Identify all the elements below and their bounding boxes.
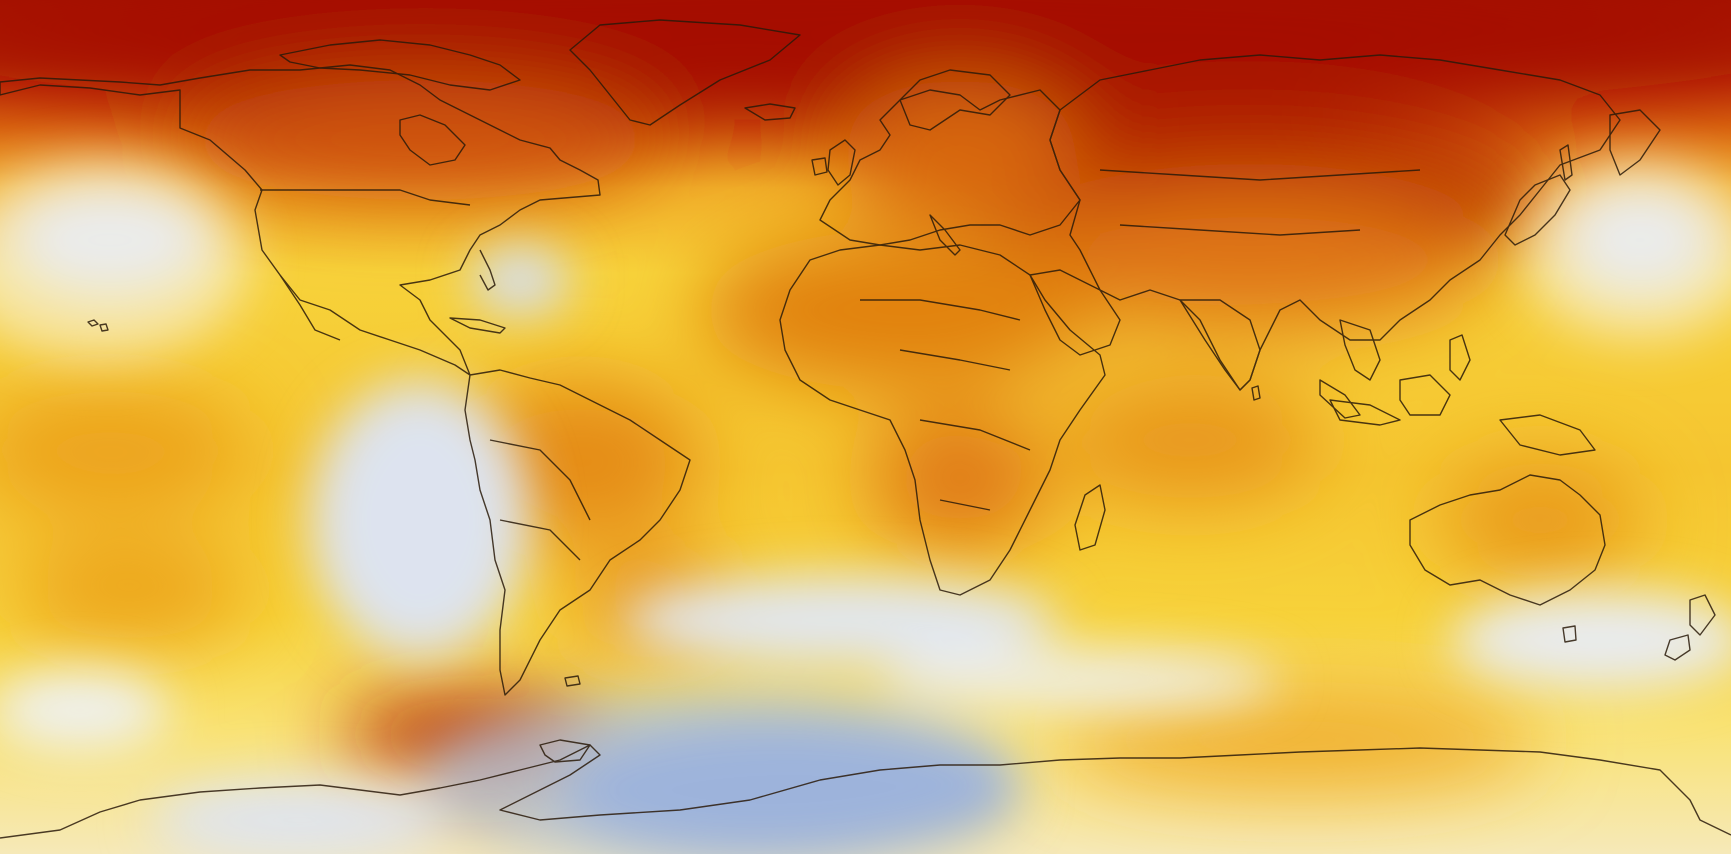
sri-lanka xyxy=(1251,385,1261,401)
anomaly-cool-gulfstream xyxy=(470,245,570,315)
anomaly-cool-weddell-outer xyxy=(420,690,1020,854)
africa-border-3 xyxy=(919,419,1031,451)
florida xyxy=(479,249,496,291)
anomaly-cool-field xyxy=(0,160,1731,854)
landmass-madagascar xyxy=(1074,484,1106,551)
antarctic-peninsula xyxy=(539,739,591,763)
philippines xyxy=(1449,334,1471,381)
italy xyxy=(929,214,961,256)
ireland xyxy=(811,157,828,176)
asia-border-2 xyxy=(1119,224,1361,236)
landmass-antarctica xyxy=(0,744,1731,839)
asia-border-1 xyxy=(1099,169,1421,181)
africa-border-1 xyxy=(860,299,1021,321)
landmass-new-zealand xyxy=(1689,594,1716,636)
india xyxy=(1179,299,1261,391)
anomaly-neutral-nw-pacific xyxy=(1520,160,1731,340)
anomaly-warm-east-antarctica xyxy=(1060,690,1540,790)
landmass-iceland xyxy=(744,103,796,121)
arctic-islands xyxy=(279,39,521,91)
anomaly-hot-canada xyxy=(180,80,660,200)
landmass-north-america xyxy=(0,64,601,376)
anomaly-cool-pacific-south xyxy=(0,670,170,750)
kamchatka xyxy=(1609,109,1661,176)
tasmania xyxy=(1562,625,1577,643)
borneo xyxy=(1399,374,1451,416)
us-canada-border xyxy=(260,189,471,206)
new-guinea xyxy=(1499,414,1596,456)
anomaly-cool-ross-sea xyxy=(1450,590,1731,690)
british-isles xyxy=(827,139,856,186)
landmass-indonesia xyxy=(1329,399,1401,426)
falklands xyxy=(564,675,581,687)
anomaly-cool-southern-ocean-east xyxy=(880,650,1280,710)
arabia xyxy=(1029,269,1121,356)
landmass-greenland xyxy=(569,19,801,126)
cuba xyxy=(449,317,506,334)
landmass-africa xyxy=(779,244,1106,596)
hawaii xyxy=(87,319,109,332)
landmass-australia xyxy=(1409,474,1606,606)
baja-mexico xyxy=(279,274,341,341)
africa-border-4 xyxy=(939,499,991,511)
coastlines xyxy=(0,19,1731,839)
landmass-asia xyxy=(1049,54,1621,391)
hudson-bay xyxy=(399,114,466,166)
scandinavia xyxy=(899,69,1011,131)
new-zealand-south xyxy=(1664,634,1691,661)
anomaly-warm-australia xyxy=(1440,460,1640,580)
anomaly-warm-sahara xyxy=(700,230,1100,390)
sa-border-1 xyxy=(489,439,591,521)
anomaly-cool-antarctic-west xyxy=(150,780,450,854)
indochina xyxy=(1339,319,1381,381)
landmass-japan xyxy=(1504,174,1571,246)
anomaly-warm-indian-ocean xyxy=(1060,380,1320,500)
anomaly-cool-southern-ocean xyxy=(620,575,1060,665)
anomaly-warm-africa-south xyxy=(870,410,1050,550)
anomaly-warm-pacific-mid xyxy=(0,390,250,510)
landmass-south-america xyxy=(464,369,691,696)
anomaly-hot-europe xyxy=(840,80,1080,220)
anomaly-neutral-north-pacific xyxy=(0,160,250,360)
sa-border-2 xyxy=(499,519,581,561)
sumatra xyxy=(1319,379,1361,419)
anomaly-cool-east-pacific xyxy=(310,380,530,660)
africa-border-2 xyxy=(899,349,1011,371)
sakhalin xyxy=(1559,144,1573,181)
anomaly-warm-south-pacific xyxy=(10,540,250,640)
